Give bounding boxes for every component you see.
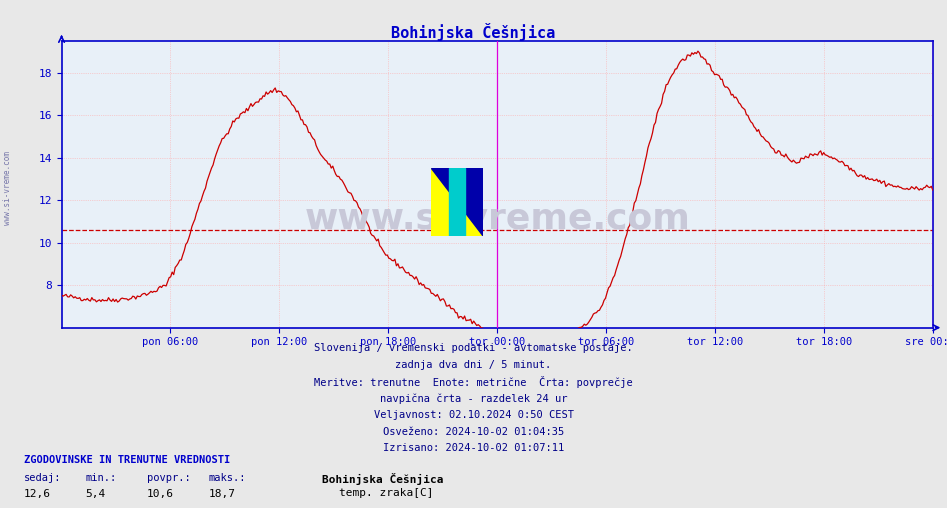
Text: www.si-vreme.com: www.si-vreme.com xyxy=(304,202,690,236)
Text: Bohinjska Češnjica: Bohinjska Češnjica xyxy=(322,473,443,486)
Text: Osveženo: 2024-10-02 01:04:35: Osveženo: 2024-10-02 01:04:35 xyxy=(383,427,564,437)
Text: 5,4: 5,4 xyxy=(85,489,105,499)
Text: www.si-vreme.com: www.si-vreme.com xyxy=(3,151,12,225)
Polygon shape xyxy=(431,168,483,236)
Text: min.:: min.: xyxy=(85,473,116,484)
Bar xyxy=(449,168,465,236)
Text: Veljavnost: 02.10.2024 0:50 CEST: Veljavnost: 02.10.2024 0:50 CEST xyxy=(373,410,574,420)
Text: temp. zraka[C]: temp. zraka[C] xyxy=(339,488,434,498)
Text: 18,7: 18,7 xyxy=(208,489,236,499)
Text: sedaj:: sedaj: xyxy=(24,473,62,484)
Text: Bohinjska Češnjica: Bohinjska Češnjica xyxy=(391,23,556,41)
Text: 12,6: 12,6 xyxy=(24,489,51,499)
Text: Slovenija / vremenski podatki - avtomatske postaje.: Slovenija / vremenski podatki - avtomats… xyxy=(314,343,633,353)
Text: ZGODOVINSKE IN TRENUTNE VREDNOSTI: ZGODOVINSKE IN TRENUTNE VREDNOSTI xyxy=(24,455,230,465)
Text: maks.:: maks.: xyxy=(208,473,246,484)
Text: navpična črta - razdelek 24 ur: navpična črta - razdelek 24 ur xyxy=(380,393,567,404)
Text: povpr.:: povpr.: xyxy=(147,473,190,484)
Text: Izrisano: 2024-10-02 01:07:11: Izrisano: 2024-10-02 01:07:11 xyxy=(383,443,564,454)
Text: zadnja dva dni / 5 minut.: zadnja dva dni / 5 minut. xyxy=(396,360,551,370)
Text: 10,6: 10,6 xyxy=(147,489,174,499)
Polygon shape xyxy=(431,168,483,236)
Text: Meritve: trenutne  Enote: metrične  Črta: povprečje: Meritve: trenutne Enote: metrične Črta: … xyxy=(314,376,633,389)
